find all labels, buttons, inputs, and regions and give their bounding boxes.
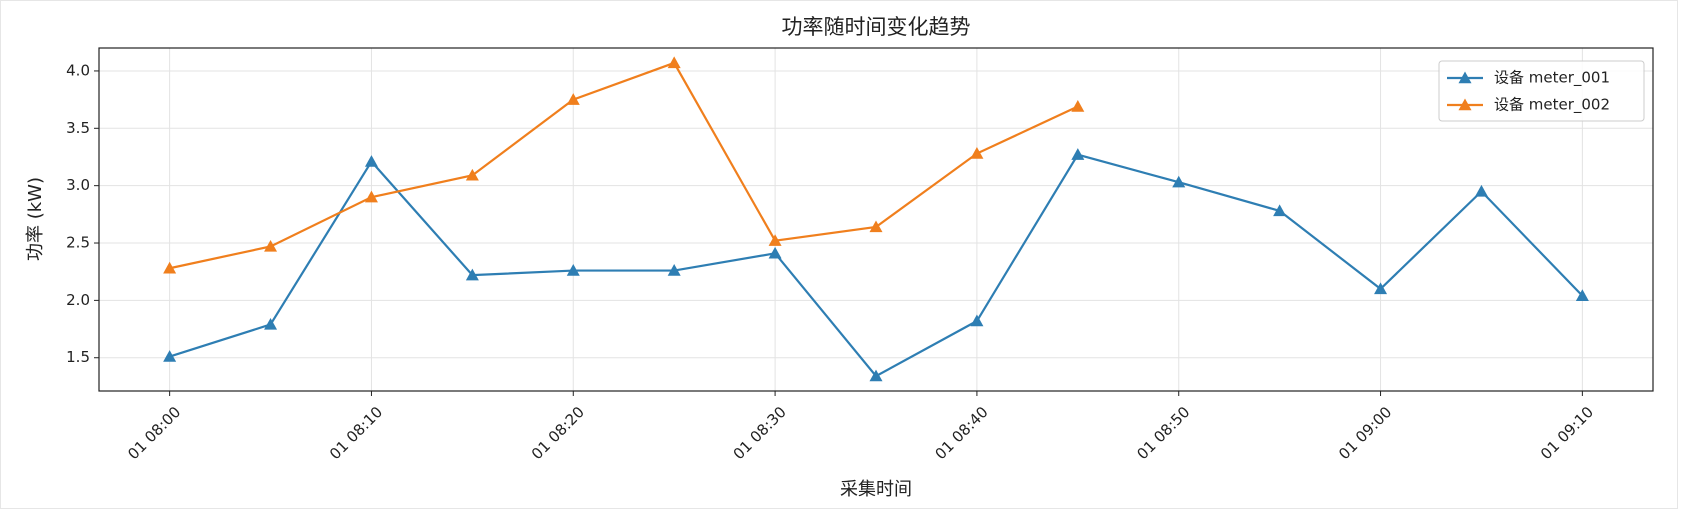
y-tick-label: 3.0 [66, 176, 90, 194]
marker [768, 246, 782, 259]
legend-box [1438, 60, 1645, 122]
marker [465, 268, 479, 281]
series-line [169, 61, 1079, 270]
x-axis-label: 采集时间 [840, 479, 912, 500]
legend-marker [1458, 71, 1472, 84]
marker [869, 220, 883, 233]
marker [970, 314, 984, 327]
marker [163, 261, 177, 274]
y-tick-label: 2.0 [66, 291, 90, 309]
marker [264, 239, 278, 252]
marker [1273, 204, 1287, 217]
y-tick-label: 1.5 [66, 348, 90, 366]
marker [364, 155, 378, 167]
marker [667, 264, 681, 276]
marker [1575, 289, 1589, 301]
marker [364, 190, 378, 203]
plot-frame [98, 47, 1654, 392]
y-tick-label: 3.5 [66, 119, 90, 137]
marker [566, 93, 580, 105]
marker [163, 350, 177, 362]
marker [1474, 184, 1488, 197]
chart-title: 功率随时间变化趋势 [782, 15, 971, 39]
marker [264, 317, 278, 330]
marker [869, 369, 883, 382]
marker [465, 168, 479, 181]
legend-label: 设备 meter_002 [1494, 96, 1610, 115]
legend-marker [1458, 98, 1472, 111]
marker [970, 147, 984, 159]
marker [1172, 175, 1186, 188]
y-axis-label: 功率 (kW) [25, 177, 46, 261]
marker [1071, 100, 1085, 112]
marker [1071, 148, 1085, 160]
legend-label: 设备 meter_001 [1494, 69, 1610, 88]
marker [667, 56, 681, 69]
marker [1374, 282, 1388, 295]
y-tick-label: 4.0 [66, 61, 90, 79]
y-tick-label: 2.5 [66, 234, 90, 252]
marker [566, 264, 580, 276]
marker [768, 234, 782, 246]
